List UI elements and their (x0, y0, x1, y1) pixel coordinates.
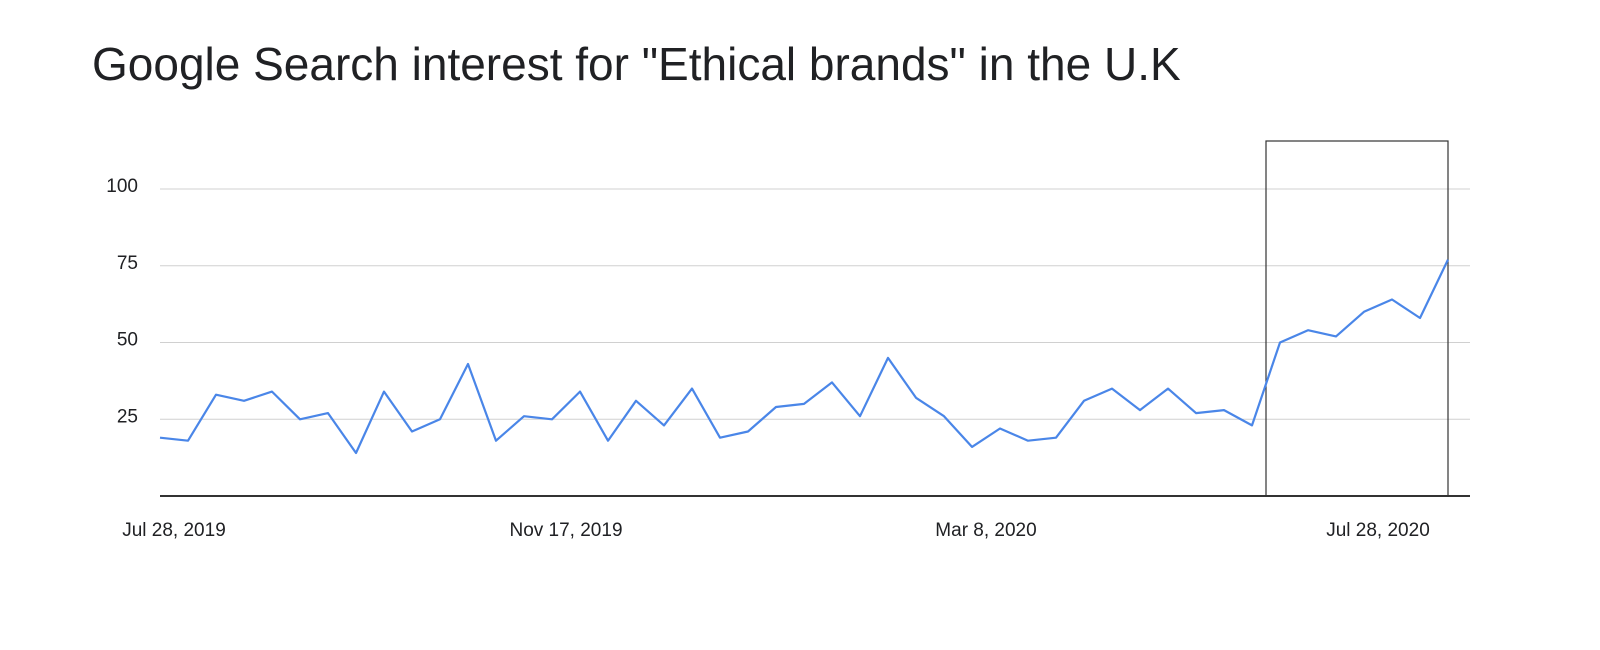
x-tick-label: Mar 8, 2020 (935, 520, 1036, 541)
y-tick-label: 100 (106, 176, 138, 197)
x-tick-label: Nov 17, 2019 (509, 520, 622, 541)
x-tick-label: Jul 28, 2020 (1326, 520, 1430, 541)
y-tick-label: 75 (117, 253, 138, 274)
y-tick-label: 50 (117, 330, 138, 351)
x-tick-label: Jul 28, 2019 (122, 520, 226, 541)
y-tick-label: 25 (117, 406, 138, 427)
series-line (159, 259, 1449, 455)
highlight-box (1265, 140, 1449, 497)
chart-title: Google Search interest for "Ethical bran… (92, 38, 1181, 90)
